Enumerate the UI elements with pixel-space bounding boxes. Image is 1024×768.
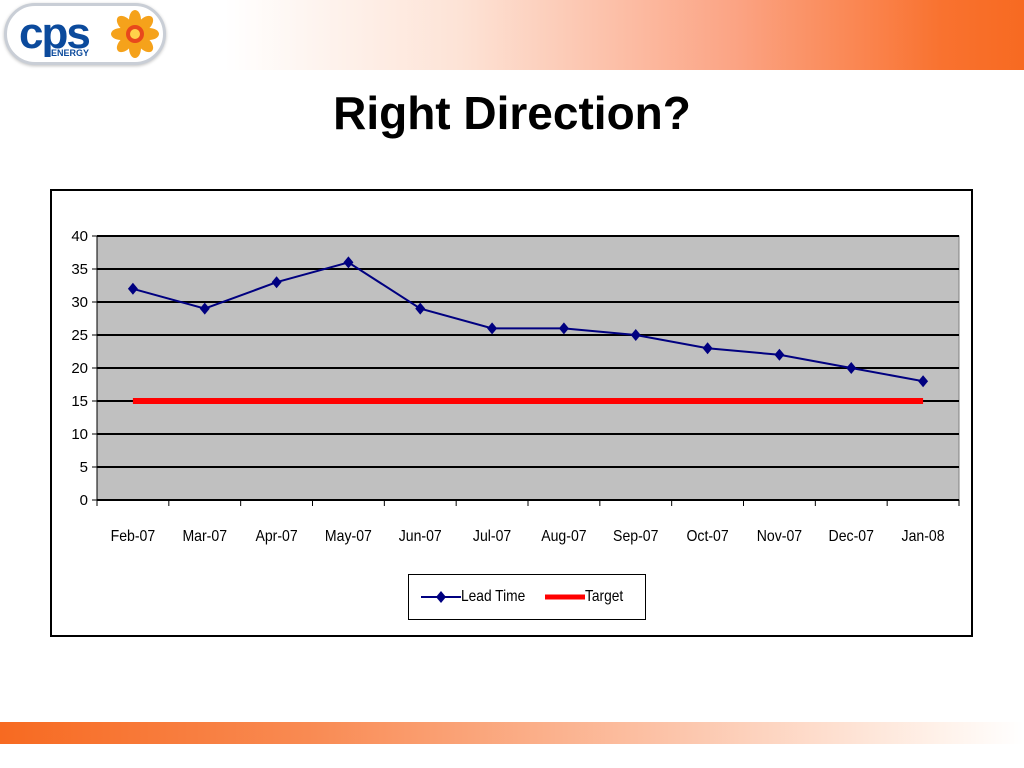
y-tick-label: 20 bbox=[71, 360, 88, 377]
y-tick-label: 15 bbox=[71, 393, 88, 410]
x-tick-label: Apr-07 bbox=[255, 527, 297, 545]
legend-label-target: Target bbox=[585, 588, 624, 605]
data-point-lead-time bbox=[271, 276, 282, 289]
data-point-lead-time bbox=[199, 302, 210, 315]
y-tick-label: 0 bbox=[80, 492, 88, 509]
y-tick-label: 35 bbox=[71, 261, 88, 278]
footer-gradient-band bbox=[0, 722, 1024, 744]
legend-item-lead-time: Lead Time bbox=[421, 585, 536, 609]
x-tick-label: Oct-07 bbox=[686, 527, 728, 545]
data-point-lead-time bbox=[487, 322, 498, 335]
legend-label-lead-time: Lead Time bbox=[461, 588, 526, 605]
chart-legend: Lead Time Target bbox=[408, 574, 646, 620]
slide-title: Right Direction? bbox=[333, 87, 691, 139]
header-gradient-band bbox=[0, 0, 1024, 70]
x-tick-label: Nov-07 bbox=[757, 527, 802, 545]
cps-energy-logo: cps ENERGY bbox=[4, 3, 166, 65]
logo-name: cps bbox=[19, 9, 91, 58]
data-point-lead-time bbox=[127, 282, 138, 295]
x-tick-label: Sep-07 bbox=[613, 527, 658, 545]
data-point-lead-time bbox=[702, 342, 713, 355]
series-line-lead-time bbox=[132, 261, 924, 383]
y-tick-label: 25 bbox=[71, 327, 88, 344]
data-point-lead-time bbox=[558, 322, 569, 335]
x-tick-label: Dec-07 bbox=[829, 527, 874, 545]
legend-item-target: Target bbox=[545, 585, 629, 609]
data-point-lead-time bbox=[415, 302, 426, 315]
y-tick-label: 40 bbox=[71, 228, 88, 245]
x-tick-label: Aug-07 bbox=[541, 527, 586, 545]
x-tick-label: Mar-07 bbox=[182, 527, 227, 545]
y-tick-label: 30 bbox=[71, 294, 88, 311]
legend-line-diamond-swatch bbox=[421, 591, 461, 603]
y-tick-label: 10 bbox=[71, 426, 88, 443]
data-point-lead-time bbox=[630, 329, 641, 341]
x-tick-label: May-07 bbox=[325, 527, 372, 545]
x-tick-label: Jun-07 bbox=[399, 527, 442, 545]
y-tick-label: 5 bbox=[80, 459, 88, 476]
data-point-lead-time bbox=[343, 256, 354, 269]
data-point-lead-time bbox=[846, 362, 857, 374]
data-point-lead-time bbox=[918, 375, 929, 388]
data-point-lead-time bbox=[774, 348, 785, 361]
sun-flower-icon bbox=[111, 10, 159, 58]
x-tick-label: Jan-08 bbox=[902, 527, 945, 545]
legend-line-swatch bbox=[545, 594, 585, 600]
x-tick-label: Jul-07 bbox=[473, 527, 511, 545]
x-tick-label: Feb-07 bbox=[111, 527, 156, 545]
logo-subtitle: ENERGY bbox=[51, 48, 90, 58]
